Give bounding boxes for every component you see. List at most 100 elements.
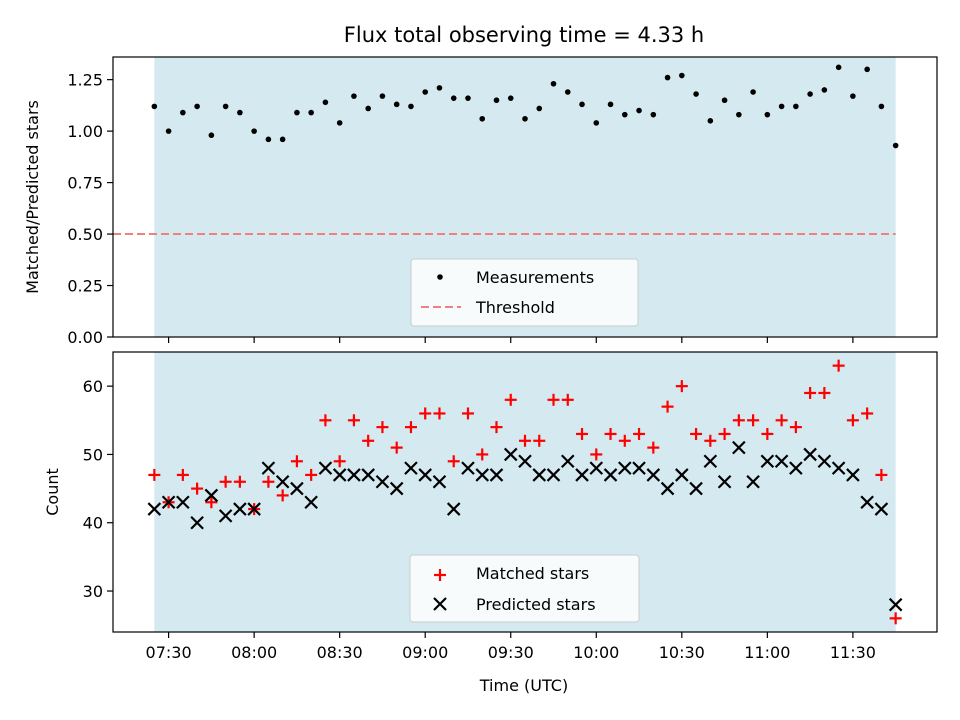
matched-star-point <box>390 441 403 454</box>
measurement-point <box>237 109 243 116</box>
matched-star-point <box>447 455 460 468</box>
measurement-point <box>593 120 600 126</box>
measurement-point <box>664 74 671 81</box>
bottom-axes-frame <box>112 351 938 633</box>
measurement-point <box>450 95 457 101</box>
predicted-star-point <box>204 488 219 503</box>
predicted-star-point <box>304 495 318 510</box>
measurement-point <box>507 95 514 101</box>
predicted-star-point <box>247 502 261 516</box>
measurement-point <box>821 87 828 93</box>
predicted-points <box>147 440 903 612</box>
predicted-star-point <box>618 461 632 475</box>
predicted-star-point <box>275 474 290 489</box>
matched-star-point <box>504 393 517 406</box>
measurements-legend-label: Measurements <box>476 268 594 287</box>
predicted-star-point <box>418 468 432 482</box>
measurement-point <box>679 72 685 79</box>
predicted-star-point <box>176 495 190 510</box>
y-tick-label: 0.00 <box>67 328 103 347</box>
top-axes-frame <box>112 56 938 338</box>
predicted-star-point <box>361 468 375 482</box>
bottom-legend: Matched stars Predicted stars <box>409 554 640 623</box>
measurement-point <box>151 103 158 110</box>
measurement-point <box>621 111 628 118</box>
matched-star-point <box>433 407 446 420</box>
measurement-point <box>180 109 186 116</box>
matched-star-point <box>219 475 232 488</box>
top-x-ticks <box>167 337 854 343</box>
y-tick-label: 60 <box>83 377 103 396</box>
measurement-point <box>807 91 813 97</box>
measurement-point <box>522 115 528 122</box>
predicted-star-point <box>632 461 646 475</box>
matched-star-point <box>547 393 560 406</box>
x-tick-label: 08:00 <box>231 643 277 662</box>
measurement-point <box>778 103 785 110</box>
matched-star-point <box>647 441 660 454</box>
x-tick-label: 09:00 <box>402 643 448 662</box>
predicted-star-point <box>860 495 874 510</box>
predicted-star-point <box>803 447 817 462</box>
matched-star-point <box>775 414 788 427</box>
predicted-star-point <box>389 481 404 496</box>
measurement-point <box>408 103 414 110</box>
measurement-point <box>536 105 543 112</box>
y-tick-label: 0.75 <box>67 174 103 193</box>
measurement-point <box>878 103 885 110</box>
matched-star-point <box>404 421 417 434</box>
matched-star-point <box>747 414 760 427</box>
matched-legend-label: Matched stars <box>476 564 589 583</box>
matched-star-point <box>290 455 303 468</box>
measurement-point <box>351 93 357 99</box>
measurement-point <box>736 111 742 118</box>
matched-star-point <box>376 421 389 434</box>
predicted-star-point <box>190 515 204 530</box>
matched-star-point <box>333 455 346 468</box>
y-tick-label: 0.50 <box>67 225 103 244</box>
measurement-point <box>165 128 172 134</box>
measurement-point <box>493 97 500 104</box>
matched-star-point <box>276 489 289 502</box>
y-tick-label: 0.25 <box>67 277 103 296</box>
measurements-legend-marker <box>437 274 443 280</box>
matched-star-point <box>590 448 603 461</box>
matched-star-point <box>804 386 817 399</box>
measurement-point <box>222 103 229 110</box>
chart-title: Flux total observing time = 4.33 h <box>344 23 704 47</box>
measurement-points <box>151 64 899 149</box>
matched-star-point <box>832 359 845 372</box>
measurement-point <box>707 118 714 124</box>
measurement-point <box>607 101 614 108</box>
predicted-star-point <box>575 468 589 482</box>
predicted-star-point <box>347 468 361 482</box>
matched-star-point <box>618 434 631 447</box>
measurement-point <box>764 111 771 118</box>
measurement-point <box>693 91 699 97</box>
y-tick-label: 30 <box>83 582 103 601</box>
measurement-point <box>393 101 400 108</box>
predicted-star-point <box>446 502 461 516</box>
x-tick-label: 08:30 <box>317 643 363 662</box>
predicted-star-point <box>646 468 661 482</box>
predicted-star-point <box>760 454 775 469</box>
y-tick-label: 1.25 <box>67 71 103 90</box>
predicted-star-point <box>789 461 803 475</box>
predicted-star-point <box>831 461 846 475</box>
predicted-star-point <box>874 502 889 516</box>
predicted-star-point <box>432 474 447 489</box>
predicted-star-point <box>703 454 718 469</box>
matched-star-point <box>205 496 218 509</box>
matched-star-point <box>191 482 204 495</box>
measurement-point <box>636 107 642 114</box>
predicted-star-point <box>746 474 760 489</box>
measurement-point <box>422 89 429 95</box>
top-legend-box <box>410 258 639 327</box>
matched-star-point <box>761 427 774 440</box>
measurement-point <box>336 120 343 126</box>
matched-points <box>148 359 902 625</box>
bottom-y-ticks: 30 40 50 60 <box>83 377 113 601</box>
x-tick-label: 11:00 <box>744 643 790 662</box>
top-panel: 0.00 0.25 0.50 0.75 1.00 1.25 Matched/Predict… <box>23 56 938 347</box>
